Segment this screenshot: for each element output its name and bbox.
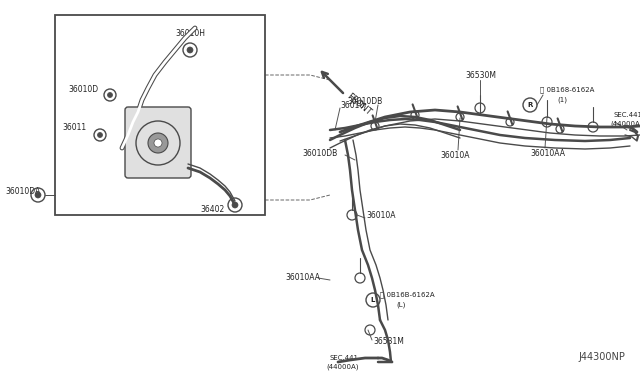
Circle shape (97, 132, 102, 138)
Text: 36010DB: 36010DB (302, 148, 337, 157)
Text: Ⓡ 0B168-6162A: Ⓡ 0B168-6162A (540, 87, 595, 93)
Circle shape (108, 93, 113, 97)
Text: 36402: 36402 (200, 205, 224, 215)
Text: 36010H: 36010H (175, 29, 205, 38)
Circle shape (232, 202, 238, 208)
Bar (55, 15, 265, 215)
Text: 36010: 36010 (340, 100, 364, 109)
Text: J44300NP: J44300NP (578, 352, 625, 362)
Text: 36010AA: 36010AA (285, 273, 320, 282)
Text: 36010DB: 36010DB (348, 97, 383, 106)
Text: 36010A: 36010A (440, 151, 470, 160)
Text: (1): (1) (557, 97, 567, 103)
Circle shape (154, 139, 162, 147)
Circle shape (148, 133, 168, 153)
Text: 36010DA: 36010DA (5, 186, 40, 196)
Text: SEC.441: SEC.441 (614, 112, 640, 118)
FancyBboxPatch shape (125, 107, 191, 178)
Text: (44000A): (44000A) (326, 364, 358, 370)
Text: R: R (527, 102, 532, 108)
Text: 36010AA: 36010AA (530, 150, 565, 158)
Text: 36531M: 36531M (373, 337, 404, 346)
Text: 36011: 36011 (62, 124, 86, 132)
Text: Ⓛ 0B16B-6162A: Ⓛ 0B16B-6162A (380, 292, 435, 298)
Text: FRONT: FRONT (345, 92, 373, 118)
Circle shape (187, 47, 193, 53)
Text: 36530M: 36530M (465, 71, 496, 80)
Text: (44000A): (44000A) (610, 121, 640, 127)
Text: L: L (371, 297, 375, 303)
Text: 36010A: 36010A (366, 212, 396, 221)
Text: 36010D: 36010D (68, 86, 98, 94)
Text: (L): (L) (396, 302, 405, 308)
Text: SEC.441: SEC.441 (330, 355, 359, 361)
Circle shape (35, 192, 41, 198)
